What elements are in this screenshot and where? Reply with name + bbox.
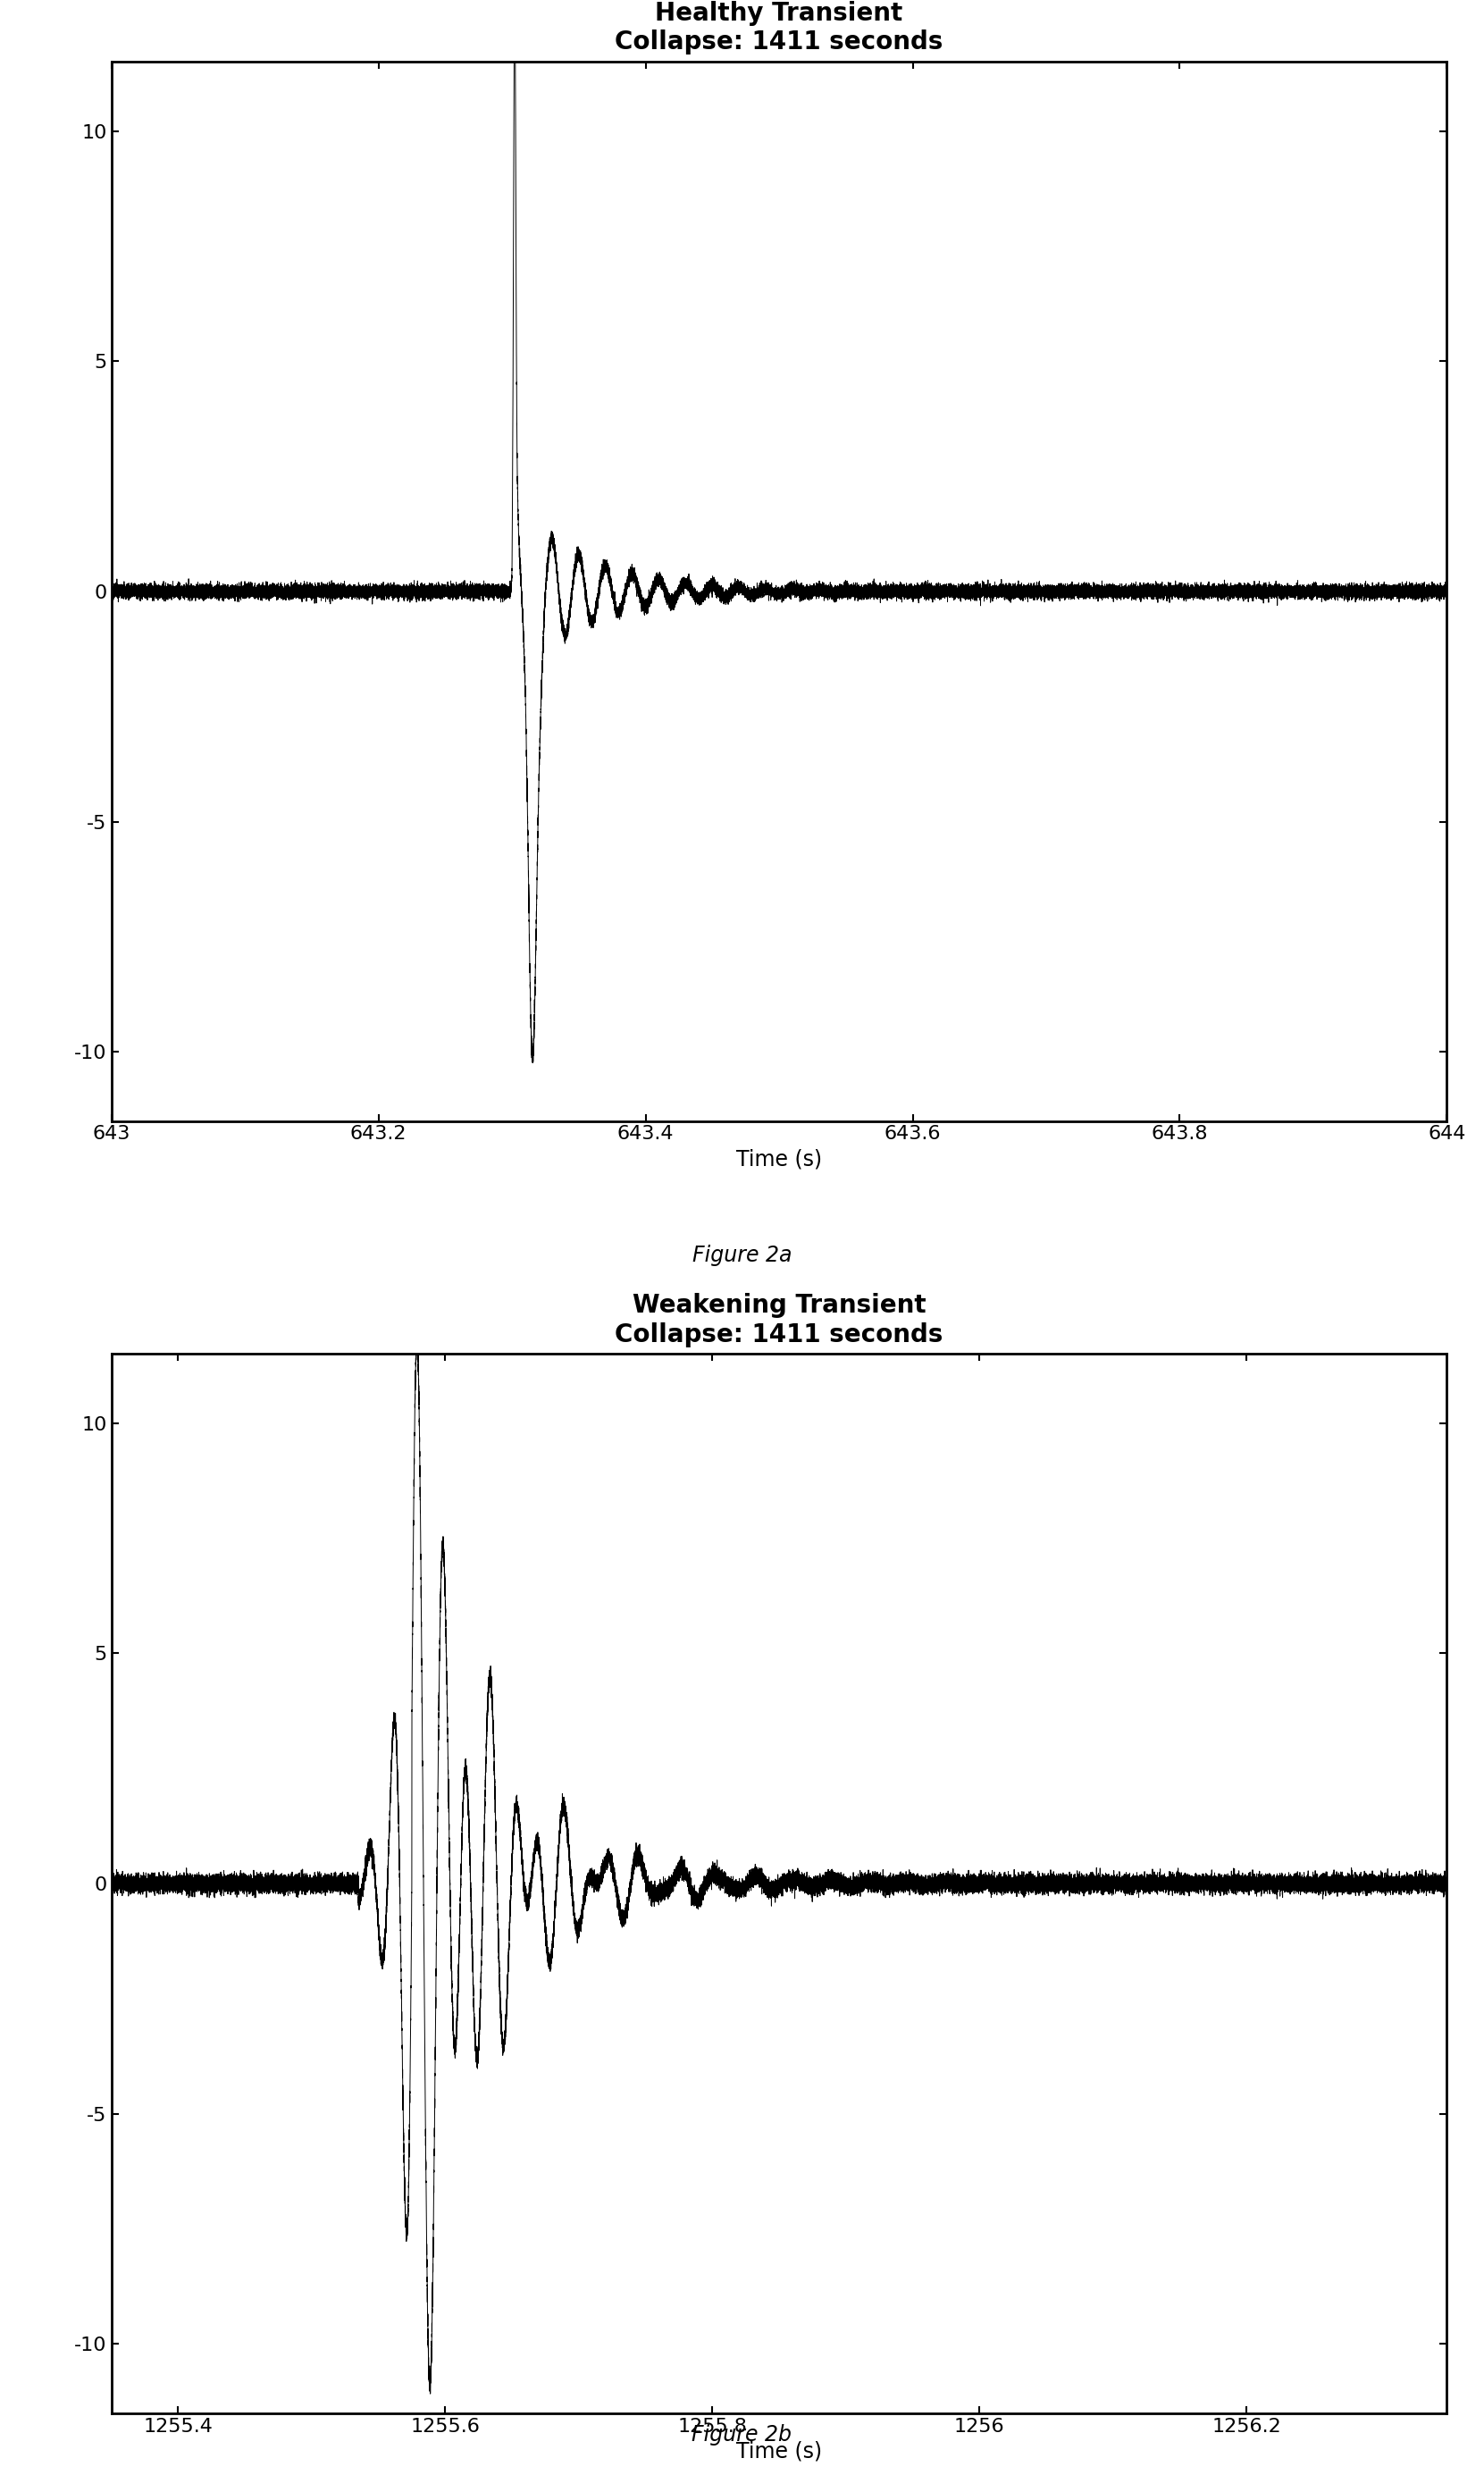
- X-axis label: Time (s): Time (s): [736, 1148, 822, 1171]
- Text: Figure 2b: Figure 2b: [692, 2423, 792, 2445]
- Title: Healthy Transient
Collapse: 1411 seconds: Healthy Transient Collapse: 1411 seconds: [614, 0, 944, 54]
- X-axis label: Time (s): Time (s): [736, 2440, 822, 2463]
- Text: Figure 2a: Figure 2a: [692, 1245, 792, 1267]
- Title: Weakening Transient
Collapse: 1411 seconds: Weakening Transient Collapse: 1411 secon…: [614, 1292, 944, 1346]
